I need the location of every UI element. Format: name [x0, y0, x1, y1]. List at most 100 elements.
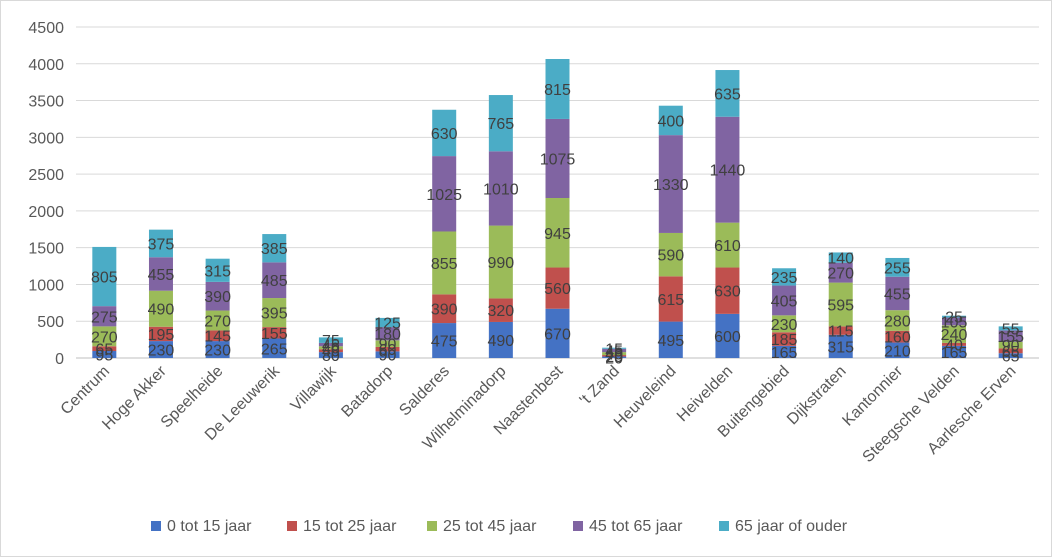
bar-segment: [205, 341, 230, 358]
legend-label: 45 tot 65 jaar: [589, 518, 683, 535]
data-label: 60: [379, 342, 397, 359]
bar-segment: [942, 345, 967, 358]
data-label: 90: [1002, 338, 1020, 355]
bar-segment: [602, 356, 627, 358]
bar-segment: [998, 348, 1023, 354]
x-tick-label: Steegsche Velden: [860, 363, 963, 466]
data-label: 140: [827, 251, 854, 268]
bar-segment: [375, 340, 400, 347]
bar-segment: [602, 355, 627, 357]
bar-segment: [92, 351, 117, 358]
bar-segment: [148, 290, 173, 327]
data-label: 235: [771, 270, 798, 287]
data-label: 240: [941, 327, 968, 344]
y-tick-label: 3500: [28, 94, 64, 111]
bar-segment: [205, 330, 230, 342]
x-tick-label: Batadorp: [338, 363, 396, 421]
data-label: 230: [204, 343, 231, 360]
data-label: 270: [827, 266, 854, 283]
legend-item: 0 tot 15 jaar: [151, 518, 252, 535]
data-label: 185: [771, 332, 798, 349]
data-label: 315: [827, 339, 854, 356]
data-label: 455: [884, 286, 911, 303]
bar-segment: [262, 262, 287, 299]
bar-segment: [432, 323, 457, 358]
data-label: 475: [431, 334, 458, 351]
data-label: 945: [544, 226, 571, 243]
data-label: 20: [605, 349, 623, 366]
legend-swatch: [719, 521, 729, 531]
bar-segment: [885, 310, 910, 331]
bar-segment: [375, 317, 400, 328]
bar-segment: [998, 326, 1023, 331]
legend-swatch: [427, 521, 437, 531]
bar-segment: [715, 267, 740, 314]
data-label: 265: [261, 341, 288, 358]
bar-segment: [318, 337, 343, 343]
data-label: 270: [204, 313, 231, 330]
data-label: 40: [322, 341, 340, 358]
legend-label: 65 jaar of ouder: [735, 518, 848, 535]
data-label: 1440: [710, 163, 746, 180]
data-label: 320: [488, 303, 515, 320]
data-label: 400: [657, 113, 684, 130]
data-label: 315: [204, 263, 231, 280]
data-label: 270: [91, 329, 118, 346]
bar-segment: [375, 346, 400, 352]
x-tick-label: Centrum: [58, 363, 113, 418]
data-label: 395: [261, 306, 288, 323]
bar-segment: [828, 326, 853, 335]
bar-segment: [772, 345, 797, 358]
data-label: 55: [1002, 321, 1020, 338]
data-label: 815: [544, 82, 571, 99]
x-tick-label: Villawijk: [288, 362, 341, 415]
data-label: 630: [431, 126, 458, 143]
bar-segment: [262, 234, 287, 263]
legend-swatch: [151, 521, 161, 531]
bar-segment: [772, 332, 797, 346]
data-label: 805: [91, 270, 118, 287]
bar-segment: [885, 276, 910, 311]
data-label: 390: [204, 289, 231, 306]
bar-segment: [942, 315, 967, 318]
bar-segment: [375, 351, 400, 358]
data-label: 230: [148, 343, 175, 360]
data-label: 40: [945, 337, 963, 354]
data-label: 490: [488, 333, 515, 350]
data-label: 765: [488, 116, 515, 133]
legend-swatch: [573, 521, 583, 531]
data-label: 165: [771, 345, 798, 362]
bar-segment: [318, 346, 343, 350]
bar-segment: [92, 306, 117, 327]
data-label: 1330: [653, 177, 689, 194]
data-label: 195: [148, 327, 175, 344]
bar-segment: [545, 308, 570, 358]
x-tick-label: Salderes: [396, 363, 453, 420]
legend-swatch: [287, 521, 297, 531]
data-label: 1025: [426, 187, 462, 204]
data-label: 590: [657, 248, 684, 265]
bar-segment: [658, 135, 683, 233]
data-label: 280: [884, 313, 911, 330]
bar-segment: [545, 118, 570, 199]
legend-item: 15 tot 25 jaar: [287, 518, 397, 535]
bar-segment: [205, 258, 230, 282]
data-label: 90: [379, 337, 397, 354]
data-label: 95: [95, 348, 113, 365]
data-label: 255: [884, 260, 911, 277]
bar-segment: [602, 352, 627, 356]
data-label: 495: [657, 333, 684, 350]
legend-item: 65 jaar of ouder: [719, 518, 848, 535]
bar-segment: [658, 105, 683, 136]
bar-segment: [432, 294, 457, 324]
bar-segment: [92, 346, 117, 352]
legend-label: 25 tot 45 jaar: [443, 518, 537, 535]
bar-segment: [488, 225, 513, 299]
data-label: 180: [374, 327, 401, 344]
bar-segment: [318, 352, 343, 358]
data-label: 1010: [483, 181, 519, 198]
data-label: 65: [1002, 344, 1020, 361]
data-label: 405: [771, 293, 798, 310]
data-label: 45: [605, 343, 623, 360]
data-label: 595: [827, 297, 854, 314]
